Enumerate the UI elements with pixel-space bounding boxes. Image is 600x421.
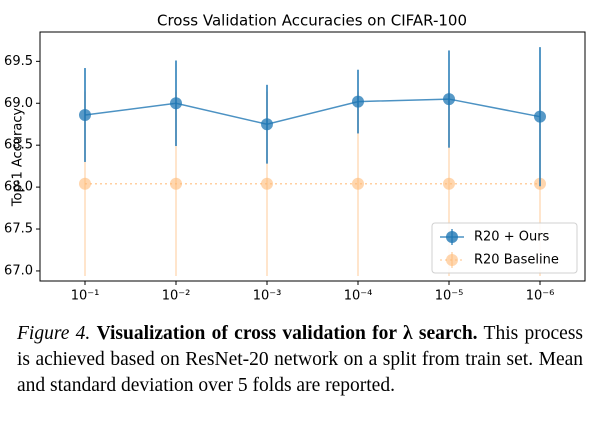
x-tick-label: 10⁻⁴ xyxy=(344,289,373,304)
point xyxy=(170,97,182,110)
axes-frame xyxy=(39,31,586,282)
point xyxy=(443,93,455,106)
point xyxy=(534,110,546,123)
y-axis-label: Top-1 Accuracy xyxy=(11,108,26,208)
caption-text: This process is achieved based on ResNet… xyxy=(17,323,583,396)
caption-label: Figure 4. xyxy=(17,323,91,344)
legend-marker xyxy=(446,231,458,243)
point xyxy=(352,177,364,190)
point xyxy=(443,177,455,190)
point xyxy=(261,118,273,131)
x-tick-label: 10⁻² xyxy=(162,289,191,304)
y-tick-label: 68.0 xyxy=(4,180,33,195)
caption: Figure 4. Visualization of cross validat… xyxy=(17,321,583,399)
x-tick-label: 10⁻⁵ xyxy=(435,289,464,304)
chart: Cross Validation Accuracies on CIFAR-100… xyxy=(4,12,586,304)
legend-label: R20 Baseline xyxy=(474,253,559,268)
legend-label: R20 + Ours xyxy=(474,230,550,245)
x-tick-label: 10⁻⁶ xyxy=(526,289,555,304)
legend-box xyxy=(431,222,578,274)
point xyxy=(79,177,91,190)
y-tick-label: 68.5 xyxy=(4,138,33,153)
caption-title: Visualization of cross validation for λ … xyxy=(96,323,478,344)
point xyxy=(352,95,364,108)
y-tick-label: 69.5 xyxy=(4,54,33,69)
y-tick-label: 67.5 xyxy=(4,222,33,237)
y-tick-label: 67.0 xyxy=(4,263,33,278)
legend-marker xyxy=(446,254,458,266)
x-tick-label: 10⁻¹ xyxy=(71,289,100,304)
chart-title: Cross Validation Accuracies on CIFAR-100 xyxy=(157,12,467,30)
series-line xyxy=(84,98,541,125)
x-tick-label: 10⁻³ xyxy=(253,289,282,304)
y-tick-label: 69.0 xyxy=(4,96,33,111)
plot-area xyxy=(79,47,546,276)
point xyxy=(261,177,273,190)
point xyxy=(170,177,182,190)
point xyxy=(79,109,91,121)
